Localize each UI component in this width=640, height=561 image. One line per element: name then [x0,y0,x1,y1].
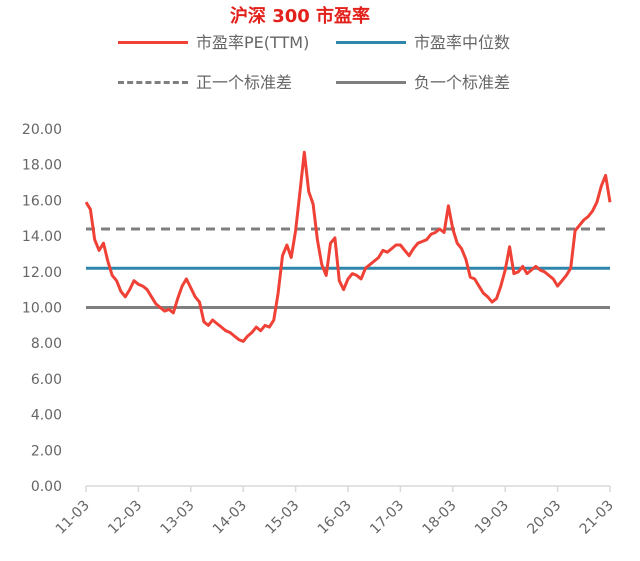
x-tick-label: 13-03 [158,498,198,538]
x-tick-label: 18-03 [420,498,460,538]
legend-label-median: 市盈率中位数 [414,33,511,52]
x-tick-label: 11-03 [53,498,93,538]
y-tick-label: 4.00 [31,408,62,424]
x-tick-label: 14-03 [210,498,250,538]
legend-swatch-median [336,41,406,44]
x-tick-label: 19-03 [472,498,512,538]
legend-label-pe: 市盈率PE(TTM) [196,33,310,52]
legend-label-minus-sd: 负一个标准差 [414,73,511,92]
y-tick-label: 16.00 [22,193,62,209]
y-tick-label: 8.00 [31,336,62,352]
x-tick-label: 20-03 [524,498,564,538]
legend-swatch-plus-sd [118,81,188,84]
legend-label-plus-sd: 正一个标准差 [196,73,293,92]
x-tick-label: 15-03 [262,498,302,538]
y-tick-label: 10.00 [22,301,62,317]
legend-swatch-pe [118,41,188,44]
y-tick-label: 6.00 [31,372,62,388]
y-axis: 0.00 2.00 4.00 6.00 8.00 10.00 12.00 14.00 16.00… [22,122,62,495]
x-tick-label: 12-03 [105,498,145,538]
y-tick-label: 14.00 [22,229,62,245]
x-tick-label: 21-03 [577,498,617,538]
x-axis: 11-03 12-03 13-03 14-03 15-03 16-03 17-03 18-03… [53,486,617,538]
y-tick-label: 0.00 [31,479,62,495]
x-tick-label: 17-03 [367,498,407,538]
chart-title: 沪深 300 市盈率 [229,6,371,27]
y-tick-label: 18.00 [22,158,62,174]
y-tick-label: 20.00 [22,122,62,138]
y-tick-label: 12.00 [22,265,62,281]
series-line-pe [84,150,612,343]
x-tick-label: 16-03 [315,498,355,538]
y-tick-label: 2.00 [31,443,62,459]
legend-swatch-minus-sd [336,81,406,84]
